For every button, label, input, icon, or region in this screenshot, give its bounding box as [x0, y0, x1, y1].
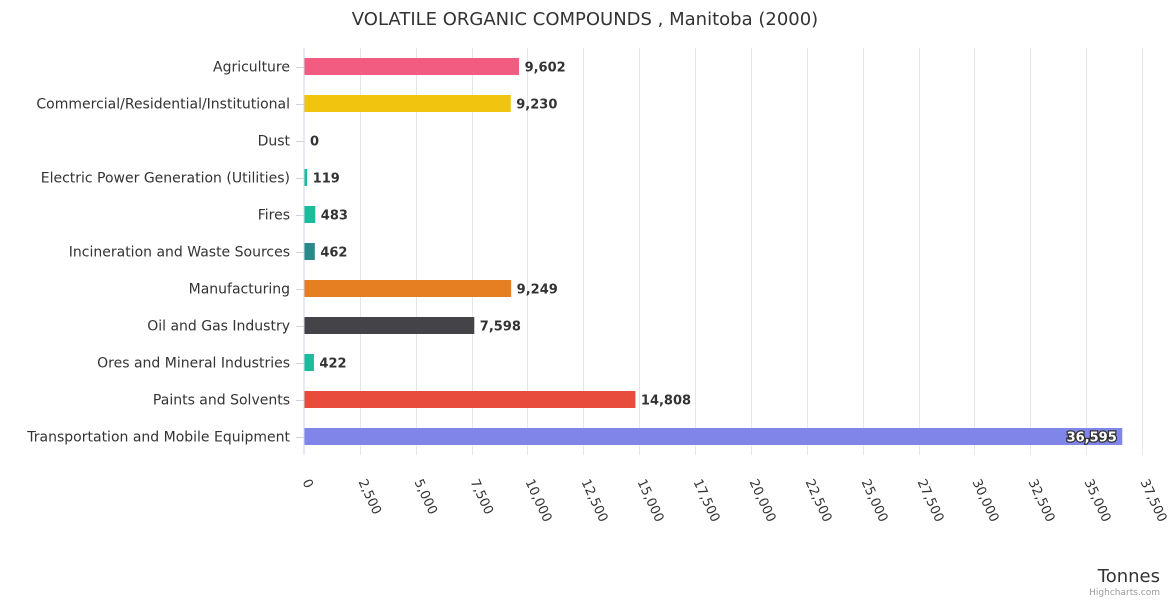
bars [304, 58, 1123, 445]
category-label: Oil and Gas Industry [147, 319, 290, 335]
x-tick-label: 20,000 [746, 477, 779, 525]
chart-title: VOLATILE ORGANIC COMPOUNDS , Manitoba (2… [352, 9, 818, 30]
category-label: Electric Power Generation (Utilities) [41, 171, 290, 187]
data-label: 422 [319, 357, 346, 372]
x-axis-tick-labels: 0 2,500 5,000 7,500 10,000 12,500 15,000 17,500… [299, 477, 1170, 525]
x-tick-label: 25,000 [858, 477, 891, 525]
category-label: Agriculture [213, 60, 290, 76]
category-label: Commercial/Residential/Institutional [36, 97, 290, 113]
data-label: 0 [310, 135, 319, 150]
category-label: Ores and Mineral Industries [97, 356, 290, 372]
category-label: Incineration and Waste Sources [69, 245, 290, 261]
x-tick-label: 35,000 [1081, 477, 1114, 525]
data-label: 9,249 [517, 283, 558, 298]
x-tick-label: 2,500 [355, 477, 384, 517]
data-label: 119 [313, 172, 340, 187]
bar-oil-and-gas-industry[interactable] [304, 317, 475, 334]
category-label: Transportation and Mobile Equipment [26, 430, 290, 446]
category-label: Fires [258, 208, 290, 224]
bar-fires[interactable] [304, 206, 316, 223]
bar-electric-power-generation-utilities-[interactable] [304, 169, 308, 186]
data-label: 462 [320, 246, 347, 261]
x-tick-label: 32,500 [1025, 477, 1058, 525]
x-tick-label: 10,000 [522, 477, 555, 525]
data-label: 36,595 [1067, 431, 1117, 446]
x-tick-label: 37,500 [1137, 477, 1170, 525]
category-labels: Agriculture Commercial/Residential/Instit… [26, 60, 304, 446]
x-tick-label: 22,500 [802, 477, 835, 525]
data-label: 14,808 [641, 394, 691, 409]
category-label: Manufacturing [189, 282, 290, 298]
x-tick-label: 5,000 [411, 477, 440, 517]
x-tick-label: 0 [299, 477, 316, 491]
credits-link[interactable]: Highcharts.com [1089, 588, 1160, 598]
bar-commercial-residential-institutional[interactable] [304, 95, 511, 112]
axis-title: Tonnes [1097, 566, 1160, 587]
bar-paints-and-solvents[interactable] [304, 391, 636, 408]
bar-ores-and-mineral-industries[interactable] [304, 354, 314, 371]
x-tick-label: 30,000 [969, 477, 1002, 525]
data-labels: 9,602 9,230 0 119 483 462 9,249 7,598 422 14,808 3… [310, 61, 1118, 447]
x-tick-label: 27,500 [914, 477, 947, 525]
data-label: 9,230 [516, 98, 557, 113]
x-tick-label: 12,500 [578, 477, 611, 525]
data-label: 483 [321, 209, 348, 224]
category-label: Paints and Solvents [153, 393, 290, 409]
data-label: 7,598 [480, 320, 521, 335]
x-tick-label: 7,500 [467, 477, 496, 517]
bar-manufacturing[interactable] [304, 280, 512, 297]
bar-transportation-and-mobile-equipment[interactable] [304, 428, 1123, 445]
x-tick-label: 15,000 [634, 477, 667, 525]
gridlines [360, 48, 1143, 455]
data-label: 9,602 [525, 61, 566, 76]
bar-agriculture[interactable] [304, 58, 520, 75]
x-tick-label: 17,500 [690, 477, 723, 525]
category-label: Dust [258, 134, 291, 150]
bar-incineration-and-waste-sources[interactable] [304, 243, 315, 260]
